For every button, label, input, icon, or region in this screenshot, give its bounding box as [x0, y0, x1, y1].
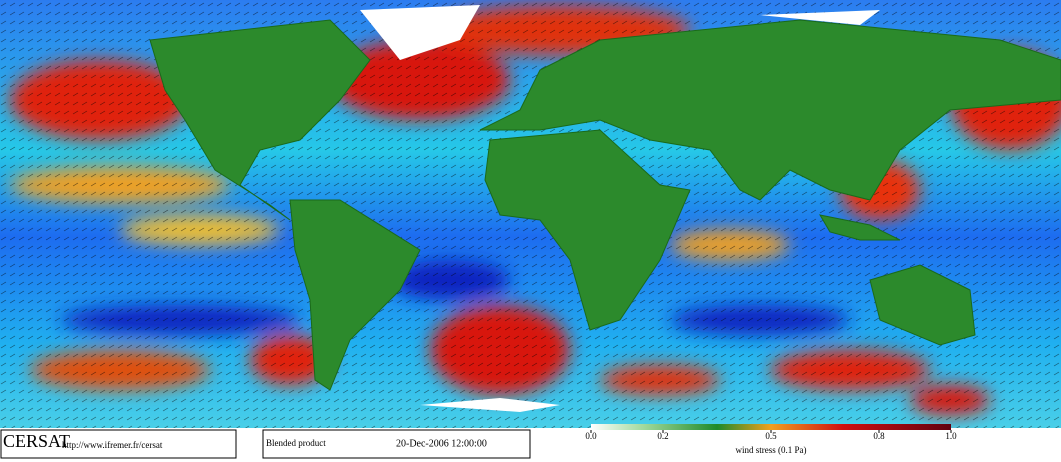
colorbar-tick-label: 0.0: [585, 431, 597, 441]
url: http://www.ifremer.fr/cersat: [62, 440, 163, 450]
colorbar-tick-label: 1.0: [945, 431, 957, 441]
colorbar-tick-label: 0.8: [873, 431, 885, 441]
colorbar: [591, 424, 951, 430]
logo: CERSAT: [3, 431, 70, 451]
info-box: [262, 429, 531, 459]
colorbar-tick-label: 0.2: [657, 431, 668, 441]
land: [149, 19, 1061, 391]
colorbar-tick-label: 0.5: [765, 431, 777, 441]
colorbar-label: wind stress (0.1 Pa): [736, 445, 807, 455]
logo-box: [0, 429, 237, 459]
date: 20-Dec-2006 12:00:00: [396, 438, 487, 449]
product: Blended product: [266, 438, 326, 448]
ice: [360, 5, 880, 412]
